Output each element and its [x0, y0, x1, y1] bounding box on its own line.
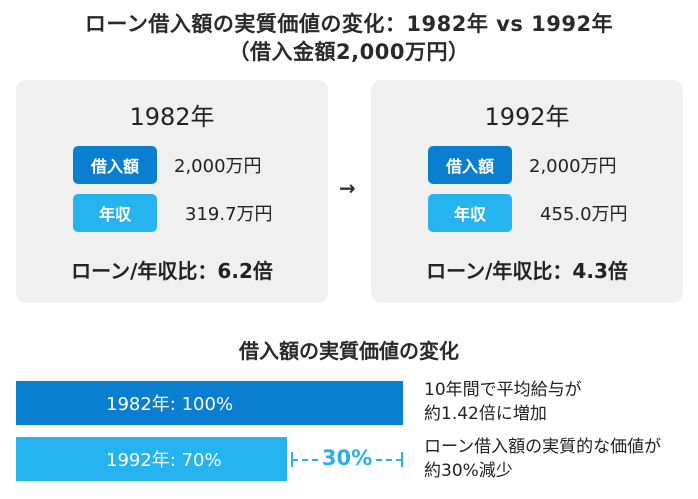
- loan-row: 借入額 2,000万円: [73, 146, 262, 184]
- income-tag: 年収: [428, 194, 512, 232]
- note-line: 10年間で平均給与が: [424, 380, 582, 400]
- main-title: ローン借入額の実質価値の変化：1982年 vs 1992年: [84, 12, 614, 36]
- note-line: ローン借入額の実質的な価値が: [424, 437, 662, 457]
- card-year: 1982年: [129, 103, 215, 131]
- income-value: 455.0万円: [540, 204, 628, 225]
- gap-bracket-right: [401, 452, 403, 467]
- gap-dashed-line-right: [376, 459, 402, 461]
- loan-value: 2,000万円: [529, 156, 617, 177]
- note-line: 約1.42倍に増加: [424, 404, 547, 424]
- main-subtitle: （借入金額2,000万円）: [228, 40, 470, 64]
- right-arrow-icon: →: [339, 176, 356, 200]
- ratio-text: ローン/年収比：4.3倍: [426, 259, 628, 283]
- comparison-title: 借入額の実質価値の変化: [239, 339, 459, 363]
- gap-dashed-line-left: [292, 459, 318, 461]
- bar-label: 1992年: 70%: [106, 450, 222, 471]
- bar-1992: 1992年: 70%: [16, 437, 287, 481]
- gap-label: 30%: [321, 446, 373, 470]
- note-line: 約30%減少: [424, 461, 513, 481]
- note-value: ローン借入額の実質的な価値が 約30%減少: [424, 435, 694, 483]
- income-row: 年収 319.7万円: [73, 194, 273, 232]
- loan-tag: 借入額: [73, 146, 157, 184]
- income-tag: 年収: [73, 194, 157, 232]
- note-salary: 10年間で平均給与が 約1.42倍に増加: [424, 378, 694, 426]
- income-row: 年収 455.0万円: [428, 194, 628, 232]
- loan-tag: 借入額: [428, 146, 512, 184]
- ratio-text: ローン/年収比：6.2倍: [71, 259, 273, 283]
- card-year: 1992年: [484, 103, 570, 131]
- bar-1982: 1982年: 100%: [16, 381, 403, 425]
- loan-row: 借入額 2,000万円: [428, 146, 617, 184]
- card-1982: 1982年 借入額 2,000万円 年収 319.7万円 ローン/年収比：6.2…: [16, 80, 328, 303]
- income-value: 319.7万円: [185, 204, 273, 225]
- loan-value: 2,000万円: [174, 156, 262, 177]
- card-1992: 1992年 借入額 2,000万円 年収 455.0万円 ローン/年収比：4.3…: [371, 80, 683, 303]
- bar-label: 1982年: 100%: [106, 394, 234, 415]
